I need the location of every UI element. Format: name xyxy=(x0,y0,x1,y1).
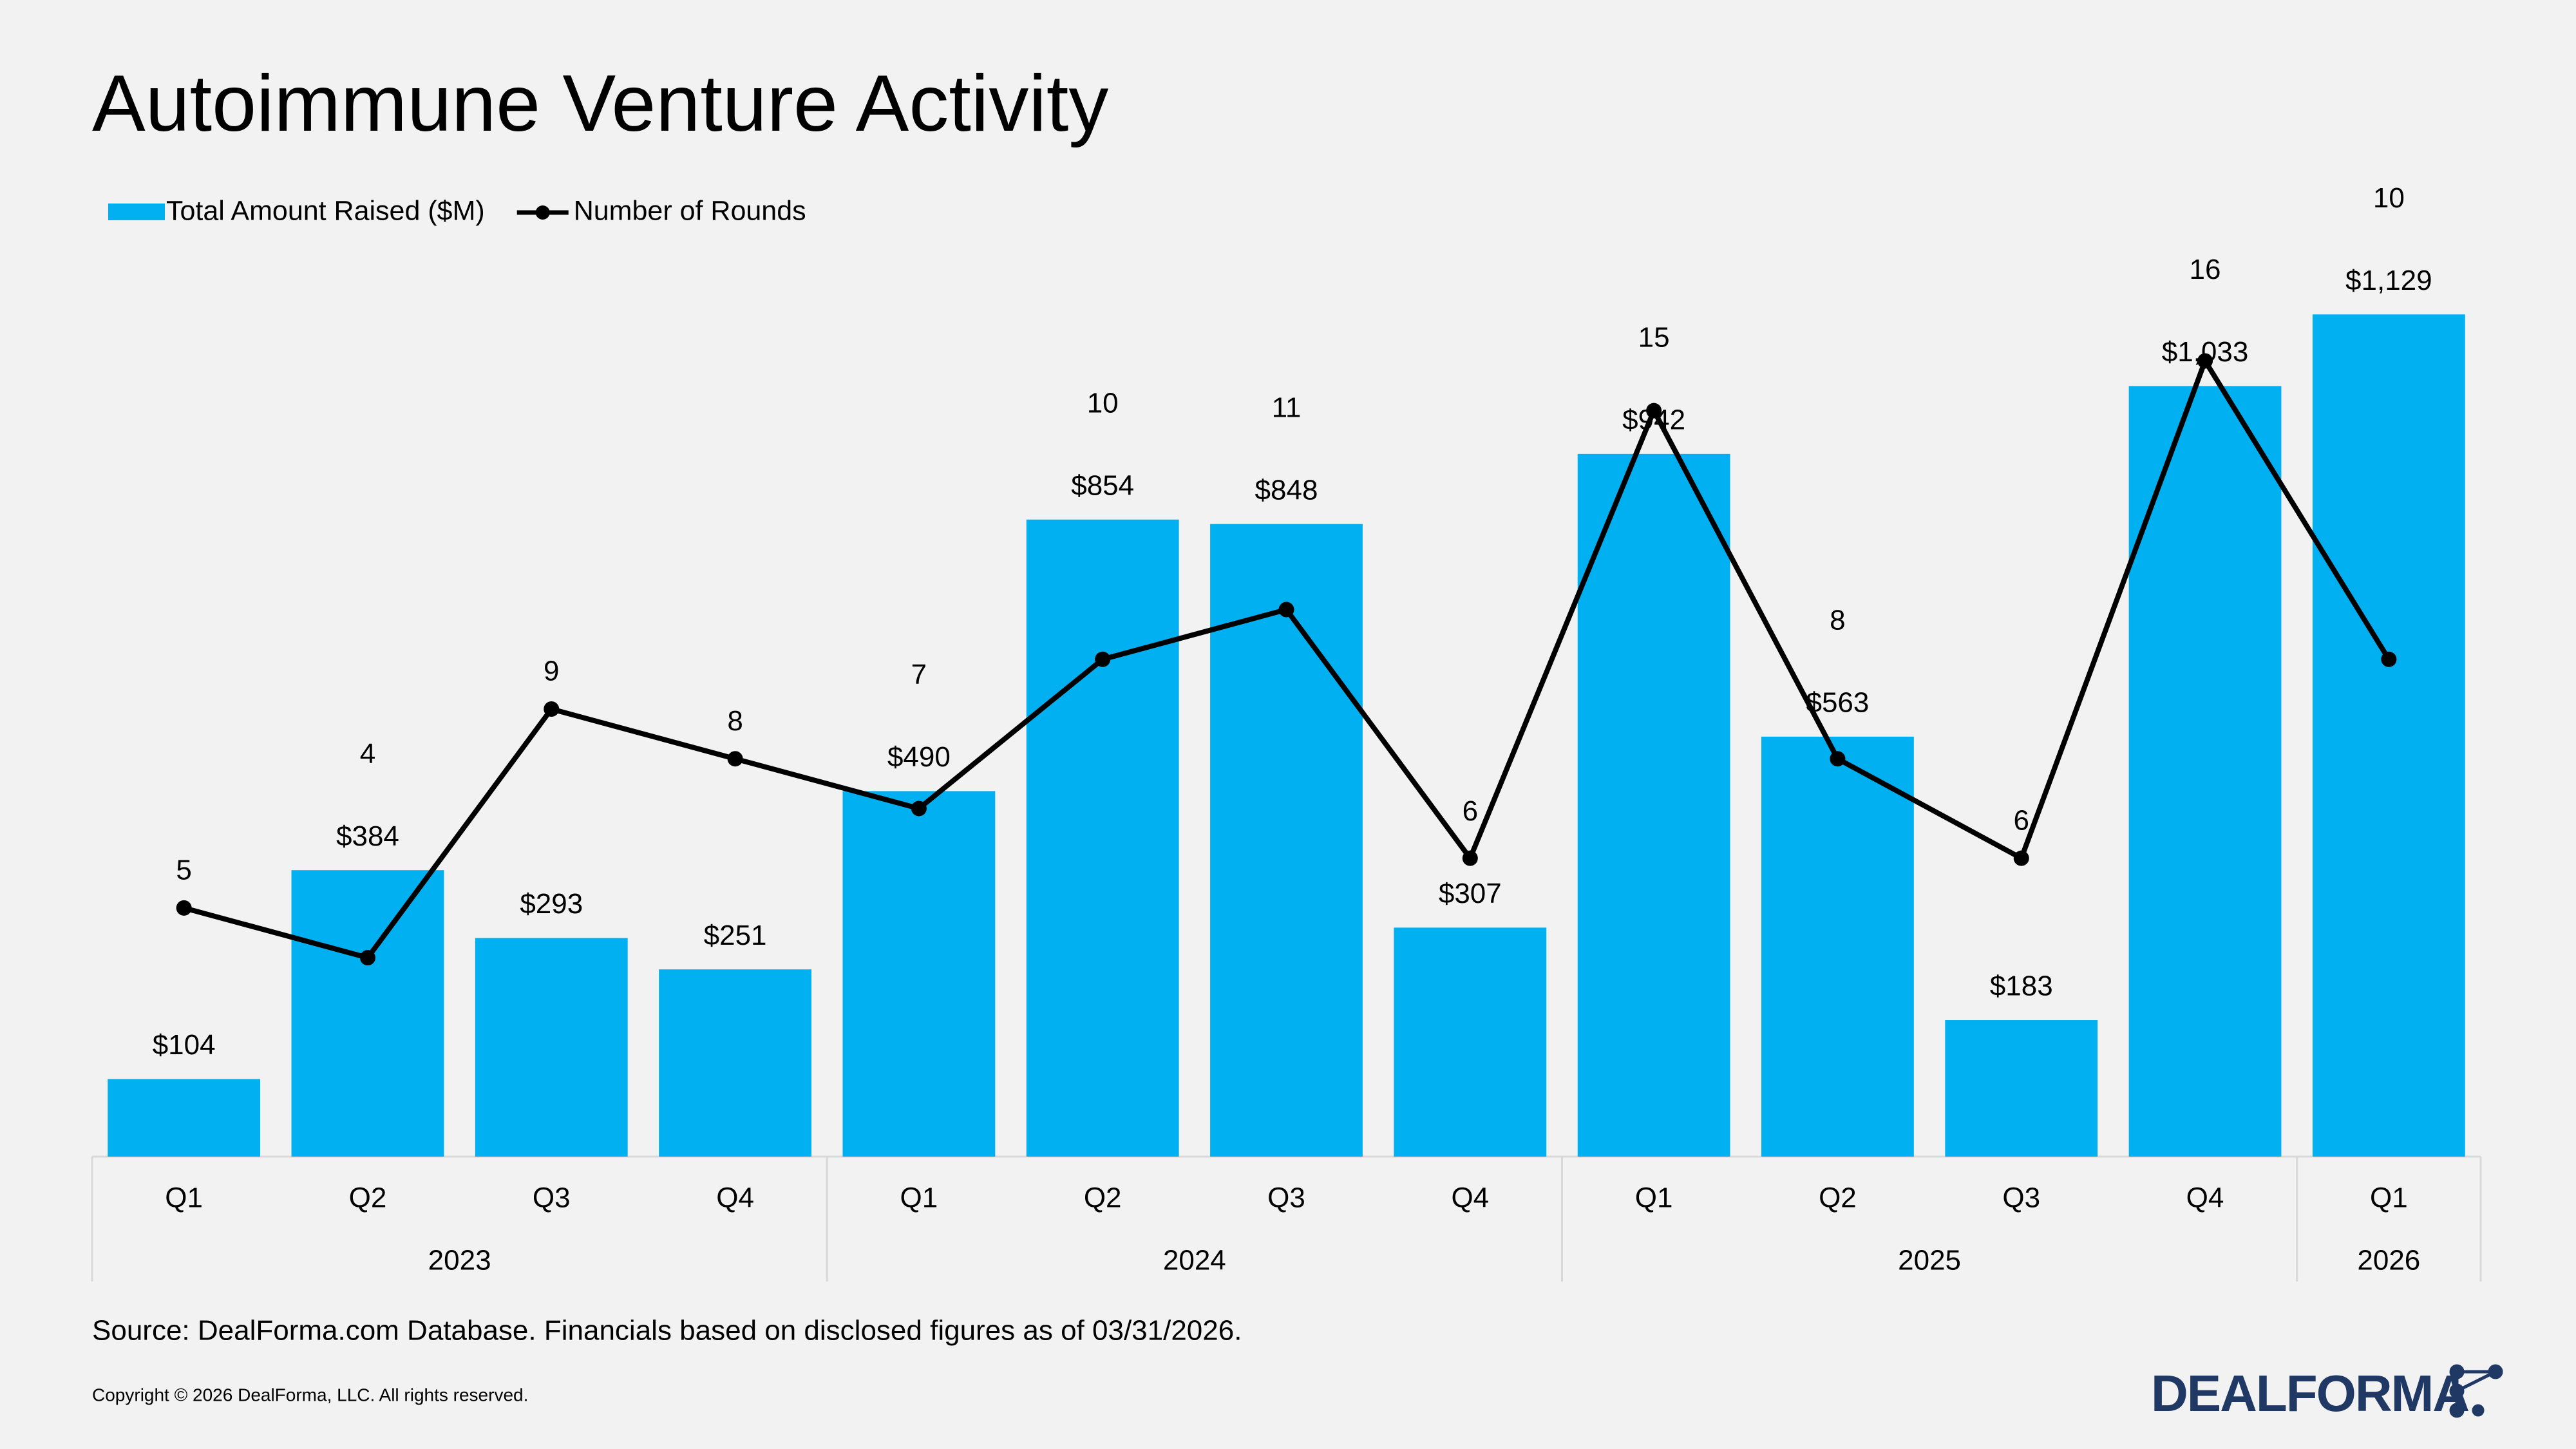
x-tick-label: Q1 xyxy=(1635,1182,1673,1214)
bar xyxy=(1210,524,1363,1157)
bar xyxy=(1394,927,1547,1157)
line-value-label: 9 xyxy=(544,656,559,687)
line-marker xyxy=(359,950,375,966)
line-marker xyxy=(911,800,927,817)
bar xyxy=(2312,314,2465,1157)
line-marker xyxy=(2013,850,2029,866)
line-value-label: 16 xyxy=(2190,254,2221,285)
bar xyxy=(659,969,811,1157)
chart-title: Autoimmune Venture Activity xyxy=(92,59,1108,148)
x-tick-label: Q2 xyxy=(1819,1182,1857,1214)
x-tick-label: Q2 xyxy=(1084,1182,1122,1214)
line-value-label: 15 xyxy=(1638,321,1670,353)
x-tick-label: Q3 xyxy=(2002,1182,2040,1214)
x-tick-label: Q2 xyxy=(349,1182,387,1214)
bar-value-label: $307 xyxy=(1439,878,1502,909)
x-tick-label: Q4 xyxy=(1451,1182,1489,1214)
copyright: Copyright © 2026 DealForma, LLC. All rig… xyxy=(92,1385,528,1405)
group-label: 2023 xyxy=(428,1245,491,1276)
group-label: 2025 xyxy=(1898,1245,1961,1276)
x-tick-label: Q1 xyxy=(165,1182,203,1214)
line-value-label: 11 xyxy=(1272,392,1302,423)
line-marker xyxy=(1278,601,1294,618)
source-note: Source: DealForma.com Database. Financia… xyxy=(92,1315,1242,1347)
legend-swatch xyxy=(108,204,165,220)
bar-value-label: $293 xyxy=(520,888,583,920)
group-label: 2024 xyxy=(1163,1245,1226,1276)
bar xyxy=(475,938,628,1157)
bar-value-label: $854 xyxy=(1071,469,1134,501)
legend-label: Number of Rounds xyxy=(574,195,806,226)
bar xyxy=(1761,736,1914,1157)
line-marker xyxy=(727,751,743,767)
bar-value-label: $104 xyxy=(153,1029,216,1061)
line-marker xyxy=(2381,651,2397,667)
line-marker xyxy=(1095,651,1111,667)
line-marker xyxy=(544,701,560,717)
line-value-label: 5 xyxy=(176,855,191,886)
line-value-label: 4 xyxy=(360,738,375,770)
line-value-label: 6 xyxy=(2013,804,2029,836)
bar xyxy=(2128,386,2282,1157)
bar-value-label: $384 xyxy=(336,820,399,852)
line-marker xyxy=(1830,751,1846,767)
line-marker xyxy=(1462,850,1478,866)
logo: DEALFORMA xyxy=(2151,1365,2468,1422)
line-value-label: 8 xyxy=(1830,604,1845,636)
group-label: 2026 xyxy=(2357,1245,2420,1276)
legend-swatch xyxy=(535,205,550,220)
bar-value-label: $251 xyxy=(704,920,767,951)
x-tick-label: Q4 xyxy=(2186,1182,2224,1214)
x-tick-label: Q1 xyxy=(2370,1182,2408,1214)
line-value-label: 8 xyxy=(727,705,743,737)
bar xyxy=(842,791,996,1157)
x-tick-label: Q3 xyxy=(533,1182,571,1214)
bar xyxy=(291,870,444,1157)
bar xyxy=(108,1079,261,1157)
line-value-label: 7 xyxy=(911,659,927,690)
bar-value-label: $183 xyxy=(1990,971,2053,1002)
bar xyxy=(1945,1020,2098,1157)
line-value-label: 6 xyxy=(1463,795,1478,827)
legend-label: Total Amount Raised ($M) xyxy=(166,195,485,226)
line-value-label: 10 xyxy=(2373,182,2405,214)
x-tick-label: Q3 xyxy=(1267,1182,1305,1214)
logo-icon xyxy=(2449,1364,2503,1418)
line-marker xyxy=(1646,402,1662,419)
x-tick-label: Q1 xyxy=(900,1182,938,1214)
x-tick-label: Q4 xyxy=(716,1182,754,1214)
bar-value-label: $1,129 xyxy=(2345,265,2432,296)
line-value-label: 10 xyxy=(1087,387,1119,419)
bar-value-label: $490 xyxy=(887,741,951,773)
bar xyxy=(1577,453,1730,1157)
bar-value-label: $848 xyxy=(1255,474,1318,506)
line-marker xyxy=(2197,353,2213,369)
line-marker xyxy=(176,900,192,916)
bar xyxy=(1026,519,1179,1157)
bar-value-label: $563 xyxy=(1806,687,1869,718)
